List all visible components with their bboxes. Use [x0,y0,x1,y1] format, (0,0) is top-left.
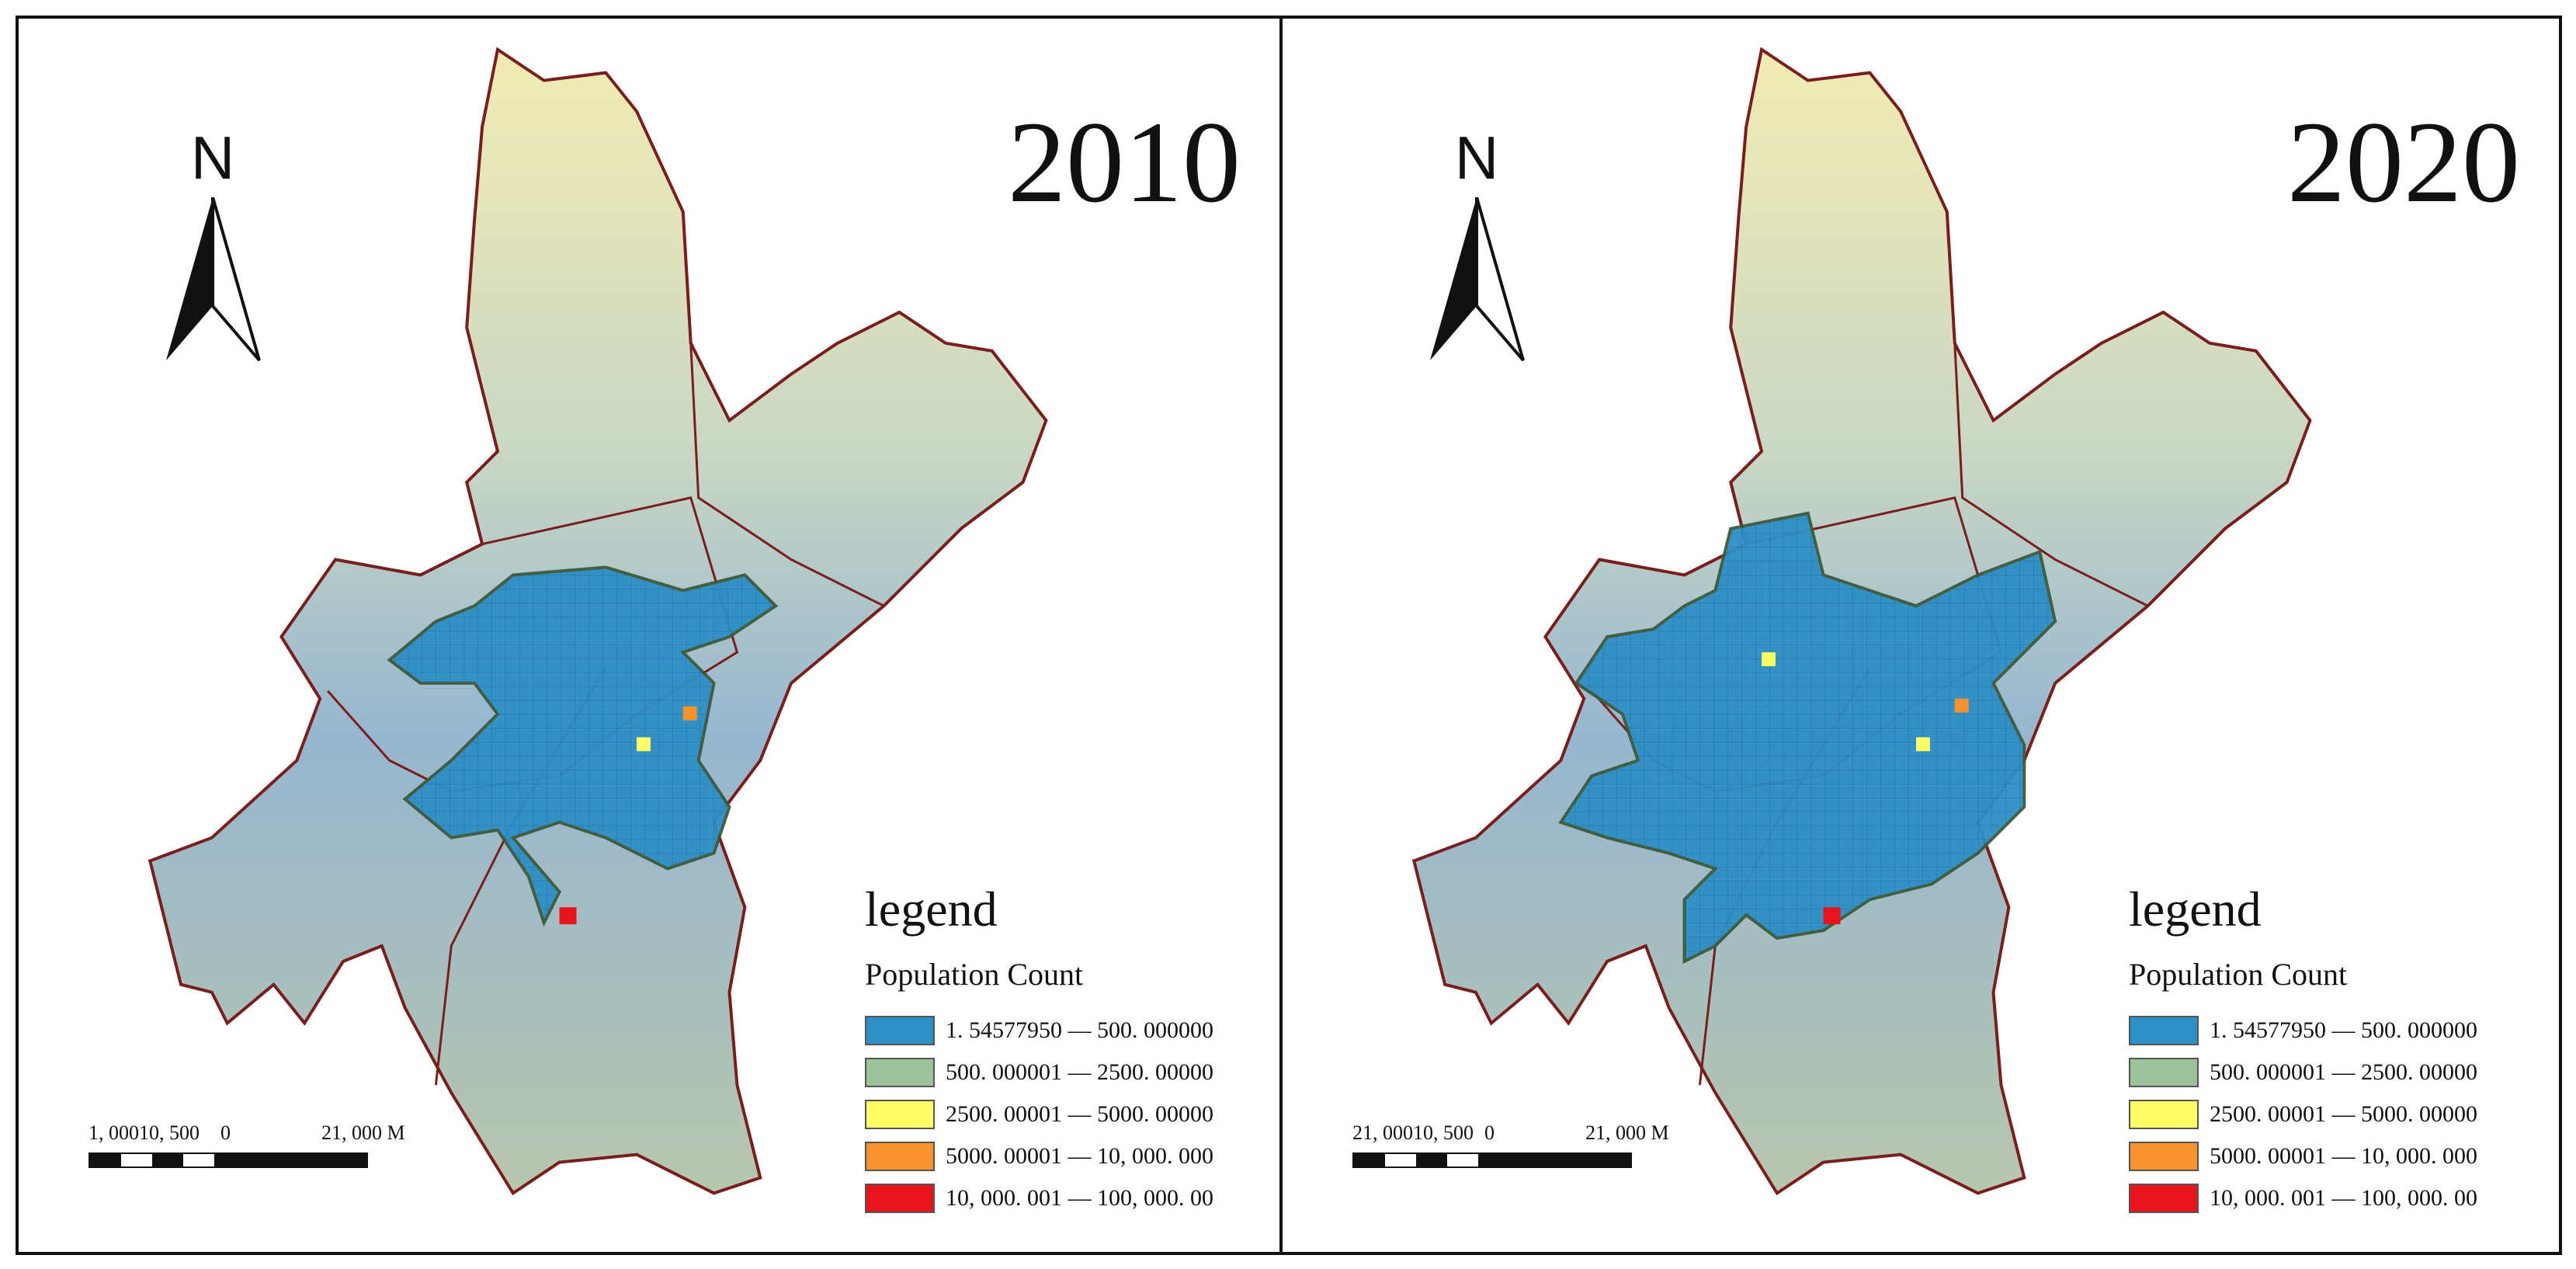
scale-zero-label: 0 [1484,1121,1495,1144]
legend-label: 1. 54577950 — 500. 000000 [2210,1017,2477,1043]
legend-title: legend [865,881,998,937]
legend-label: 10, 000. 001 — 100, 000. 00 [946,1185,1213,1211]
legend-item: 2500. 00001 — 5000. 00000 [2129,1093,2533,1135]
north-arrow-icon [166,197,261,362]
map-legend: legend Population Count 1. 54577950 — 50… [2129,885,2533,1219]
legend-label: 2500. 00001 — 5000. 00000 [946,1101,1213,1127]
legend-label: 5000. 00001 — 10, 000. 000 [946,1143,1213,1169]
scale-bar: 1, 00010, 500 0 21, 000 M [89,1121,430,1168]
scale-right-label: 21, 000 M [321,1121,405,1144]
legend-swatch [2129,1058,2199,1087]
map-canvas [148,47,1048,1196]
legend-item: 2500. 00001 — 5000. 00000 [865,1093,1269,1135]
hotspot-cell [559,907,577,925]
hotspot-cell [682,706,697,721]
hotspot-cell [637,737,651,752]
scale-zero-label: 0 [220,1121,231,1144]
map-legend: legend Population Count 1. 54577950 — 50… [865,885,1269,1219]
legend-label: 2500. 00001 — 5000. 00000 [2210,1101,2477,1127]
legend-subtitle: Population Count [2129,957,2348,992]
legend-swatch [865,1184,935,1213]
hotspot-cell [1762,652,1776,666]
urban-population-area [387,565,779,927]
hotspot-cell [1916,737,1930,752]
legend-label: 500. 000001 — 2500. 00000 [2210,1059,2477,1085]
map-panel-2020: 2020 N 21, 00010, 500 0 21, 000 M [1279,16,2562,1255]
legend-label: 10, 000. 001 — 100, 000. 00 [2210,1185,2477,1211]
north-label: N [1454,123,1499,192]
legend-swatch [2129,1016,2199,1045]
scale-left-label: 21, 00010, 500 [1352,1121,1474,1144]
scale-left-label: 1, 00010, 500 [89,1121,200,1144]
map-year-label: 2020 [2287,98,2520,227]
north-arrow: N [1415,127,1539,368]
legend-item: 5000. 00001 — 10, 000. 000 [865,1135,1269,1177]
map-canvas [1411,47,2312,1196]
legend-item: 1. 54577950 — 500. 000000 [865,1010,1269,1052]
map-year-label: 2010 [1008,98,1241,227]
legend-swatch [865,1016,935,1045]
legend-swatch [2129,1100,2199,1129]
legend-subtitle: Population Count [865,957,1084,992]
legend-swatch [865,1058,935,1087]
legend-swatch [2129,1142,2199,1171]
legend-title: legend [2129,881,2262,937]
district-boundary [689,342,885,607]
district-boundary [1953,342,2149,607]
map-panel-2010: 2010 N 1, 00010, 500 0 21, 000 M [16,16,1283,1255]
north-arrow-icon [1430,197,1525,362]
legend-item: 500. 000001 — 2500. 00000 [865,1052,1269,1093]
hotspot-cell [1954,698,1969,713]
scale-bar: 21, 00010, 500 0 21, 000 M [1352,1121,1694,1168]
legend-item: 500. 000001 — 2500. 00000 [2129,1052,2533,1093]
legend-label: 5000. 00001 — 10, 000. 000 [2210,1143,2477,1169]
legend-item: 10, 000. 001 — 100, 000. 00 [865,1177,1269,1219]
legend-swatch [2129,1184,2199,1213]
scale-bar-graphic [89,1153,368,1168]
legend-label: 500. 000001 — 2500. 00000 [946,1059,1213,1085]
legend-item: 10, 000. 001 — 100, 000. 00 [2129,1177,2533,1219]
legend-item: 1. 54577950 — 500. 000000 [2129,1010,2533,1052]
hotspot-cell [1823,907,1841,925]
legend-swatch [865,1142,935,1171]
legend-swatch [865,1100,935,1129]
legend-item: 5000. 00001 — 10, 000. 000 [2129,1135,2533,1177]
scale-right-label: 21, 000 M [1585,1121,1669,1144]
scale-bar-graphic [1352,1153,1632,1168]
north-arrow: N [151,127,275,368]
north-label: N [190,123,235,192]
urban-population-area [1558,511,2057,965]
legend-label: 1. 54577950 — 500. 000000 [946,1017,1213,1043]
